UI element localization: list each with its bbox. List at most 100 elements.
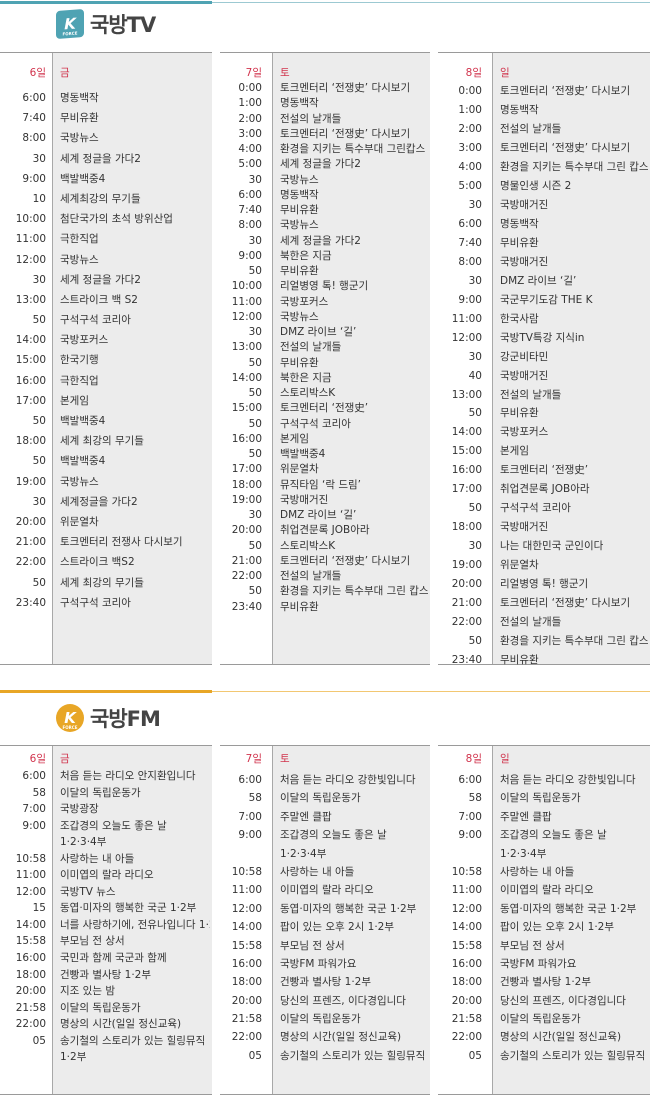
program-title[interactable]: 무비유환 [280,600,319,613]
program-title[interactable]: 명물인생 시즌 2 [500,179,572,192]
program-title[interactable]: 1·2·3·4부 [60,836,107,849]
schedule-row[interactable]: 0:00 토크멘터리 ‘전쟁史’ 다시보기 [220,81,430,96]
program-title[interactable]: 리얼병영 톡! 행군기 [500,578,589,591]
schedule-row[interactable]: 50 백발백중4 [0,451,212,471]
schedule-row[interactable]: 9:00 백발백중4 [0,169,212,189]
schedule-row[interactable]: 9:00 북한은 지금 [220,249,430,264]
program-title[interactable]: 스트라이크 백 S2 [60,293,138,306]
schedule-row[interactable]: 05 송기철의 스토리가 있는 힐링뮤직 [438,1047,650,1065]
program-title[interactable]: 국방뉴스 [280,219,319,232]
program-title[interactable]: 위문열차 [280,463,319,476]
schedule-row[interactable]: 15:00 한국기행 [0,350,212,370]
program-title[interactable]: DMZ 라이브 ‘길’ [500,274,577,287]
schedule-row[interactable]: 4:00 환경을 지키는 특수부대 그린 캅스 [438,158,650,177]
schedule-row[interactable]: 8:00 국방매거진 [438,253,650,272]
program-title[interactable]: 이달의 독립운동가 [280,792,361,805]
program-title[interactable]: 환경을 지키는 특수부대 그린 캅스 [500,635,648,648]
program-title[interactable]: 건빵과 별사탕 1·2부 [500,976,591,989]
schedule-row[interactable]: 2:00 전설의 날개들 [220,112,430,127]
program-title[interactable]: 국방뉴스 [280,310,319,323]
schedule-row[interactable]: 50 구석구석 코리아 [0,310,212,330]
program-title[interactable]: 뮤직타임 ‘락 드림’ [280,478,361,491]
program-title[interactable]: 명동백작 [280,97,319,110]
program-title[interactable]: 동엽·미자의 행복한 국군 1·2부 [500,902,637,915]
program-title[interactable]: 무비유환 [500,654,539,667]
schedule-row[interactable]: 21:58 이달의 독립운동가 [438,1010,650,1028]
program-title[interactable]: 세계최강의 무기들 [60,192,141,205]
program-title[interactable]: 명동백작 [280,188,319,201]
program-title[interactable]: 1·2·3·4부 [500,847,547,860]
program-title[interactable]: 국방뉴스 [60,475,99,488]
program-title[interactable]: 송기철의 스토리가 있는 힐링뮤직 [60,1034,206,1047]
program-title[interactable]: 이미엽의 랄라 라디오 [60,869,154,882]
schedule-row[interactable]: 30 국방매거진 [438,196,650,215]
schedule-row[interactable]: 18:00 건빵과 별사탕 1·2부 [438,973,650,991]
program-title[interactable]: 동엽·미자의 행복한 국군 1·2부 [60,902,197,915]
program-title[interactable]: 환경을 지키는 특수부대 그린캅스 [280,143,426,155]
schedule-row[interactable]: 10:58 사랑하는 내 아들 [220,863,430,881]
program-title[interactable]: 동엽·미자의 행복한 국군 1·2부 [280,902,417,915]
schedule-row[interactable]: 3:00 토크멘터리 ‘전쟁史’ 다시보기 [220,127,430,142]
schedule-row[interactable]: 58 이달의 독립운동가 [0,785,212,802]
program-title[interactable]: 스트라이크 백S2 [60,556,135,569]
program-title[interactable]: 이달의 독립운동가 [60,1001,141,1014]
schedule-row[interactable]: 19:00 국방뉴스 [0,472,212,492]
program-title[interactable]: 백발백중4 [280,448,326,460]
schedule-row[interactable]: 19:00 위문열차 [438,556,650,575]
schedule-row[interactable]: 18:00 뮤직타임 ‘락 드림’ [220,478,430,493]
program-title[interactable]: 국방뉴스 [60,132,99,145]
schedule-row[interactable]: 11:00 이미엽의 랄라 라디오 [438,881,650,899]
program-title[interactable]: 사랑하는 내 아들 [280,865,355,878]
program-title[interactable]: 구석구석 코리아 [280,417,351,430]
schedule-row[interactable]: 17:00 본게임 [0,391,212,411]
schedule-row[interactable]: 6:00 처음 듣는 라디오 강한빛입니다 [438,771,650,789]
program-title[interactable]: 명동백작 [500,103,539,116]
program-title[interactable]: 전설의 날개들 [500,616,562,629]
schedule-row[interactable]: 2:00 전설의 날개들 [438,120,650,139]
program-title[interactable]: 지조 있는 밤 [60,985,115,998]
program-title[interactable]: 백발백중4 [60,415,106,427]
schedule-row[interactable]: 50 무비유환 [438,404,650,423]
schedule-row[interactable]: 16:00 극한직업 [0,371,212,391]
program-title[interactable]: 건빵과 별사탕 1·2부 [280,976,371,989]
schedule-row[interactable]: 17:00 취업견문록 JOB아라 [438,480,650,499]
schedule-row[interactable]: 50 무비유환 [220,264,430,279]
program-title[interactable]: 처음 듣는 라디오 강한빛입니다 [280,774,416,786]
program-title[interactable]: 전설의 날개들 [280,341,342,354]
schedule-row[interactable]: 21:58 이달의 독립운동가 [0,1000,212,1017]
program-title[interactable]: 무비유환 [500,407,539,420]
program-title[interactable]: 국민과 함께 국군과 함께 [60,952,167,965]
program-title[interactable]: 토크멘터리 ‘전쟁史’ 다시보기 [500,597,631,610]
program-title[interactable]: 극한직업 [60,233,99,246]
schedule-row[interactable]: 3:00 토크멘터리 ‘전쟁史’ 다시보기 [438,139,650,158]
schedule-row[interactable]: 11:00 이미엽의 랄라 라디오 [0,867,212,884]
schedule-row[interactable]: 6:00 명동백작 [220,188,430,203]
schedule-row[interactable]: 18:00 건빵과 별사탕 1·2부 [220,973,430,991]
program-title[interactable]: 국방매거진 [280,493,329,506]
program-title[interactable]: 부모님 전 상서 [60,935,125,948]
schedule-row[interactable]: 20:00 당신의 프렌즈, 이다경입니다 [220,992,430,1010]
program-title[interactable]: 주말엔 클팝 [500,810,552,823]
schedule-row[interactable]: 18:00 세계 최강의 무기들 [0,431,212,451]
program-title[interactable]: 한국사람 [500,312,539,325]
schedule-row[interactable]: 12:00 동엽·미자의 행복한 국군 1·2부 [438,900,650,918]
schedule-row[interactable]: 6:00 명동백작 [438,215,650,234]
program-title[interactable]: 국방TV특강 지식in [500,331,585,344]
program-title[interactable]: 세계 최강의 무기들 [60,576,144,589]
program-title[interactable]: 토크멘터리 ‘전쟁史’ 다시보기 [500,141,631,154]
program-title[interactable]: 처음 듣는 라디오 안지환입니다 [60,770,196,782]
schedule-row[interactable]: 20:00 취업견문록 JOB아라 [220,523,430,538]
schedule-row[interactable]: 7:00 주말엔 클팝 [438,808,650,826]
schedule-row[interactable]: 23:40 무비유환 [438,651,650,670]
program-title[interactable]: 위문열차 [500,559,539,572]
schedule-row[interactable]: 12:00 국방뉴스 [220,310,430,325]
program-title[interactable]: 이달의 독립운동가 [60,786,141,799]
schedule-row[interactable]: 6:00 처음 듣는 라디오 강한빛입니다 [220,771,430,789]
program-title[interactable]: 1·2·3·4부 [280,847,327,860]
program-title[interactable]: 부모님 전 상서 [500,939,565,952]
schedule-row[interactable]: 9:00 조갑경의 오늘도 좋은 날 [220,826,430,844]
schedule-row[interactable]: 50 세계 최강의 무기들 [0,573,212,593]
schedule-row[interactable]: 50 구석구석 코리아 [220,417,430,432]
schedule-row[interactable]: 5:00 명물인생 시즌 2 [438,177,650,196]
program-title[interactable]: 팝이 있는 오후 2시 1·2부 [500,921,615,934]
